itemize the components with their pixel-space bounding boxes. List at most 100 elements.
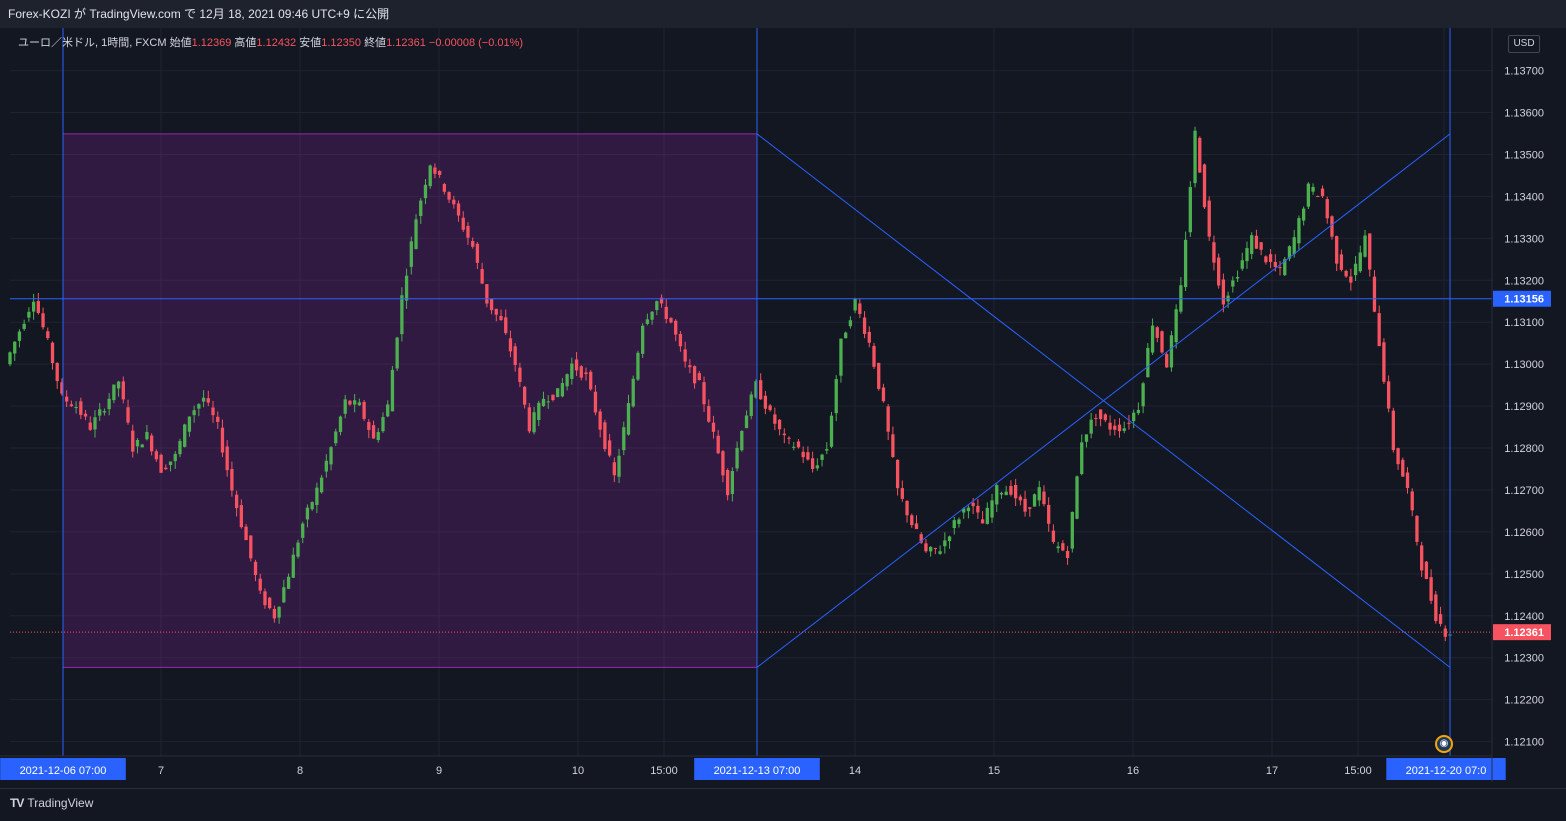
candle-body xyxy=(1188,187,1192,233)
candle-body xyxy=(475,243,480,263)
candle-body xyxy=(947,536,952,542)
candle-body xyxy=(1391,410,1395,451)
candle-body xyxy=(1108,422,1112,430)
candle-body xyxy=(239,505,243,528)
candle-body xyxy=(1221,279,1226,305)
candle-body xyxy=(598,411,602,430)
footer-bar xyxy=(0,788,1566,821)
candle-body xyxy=(1429,577,1433,601)
candle-body xyxy=(74,407,78,409)
globe-icon[interactable]: ◉ xyxy=(1435,735,1453,753)
candle-body xyxy=(1183,239,1188,288)
x-axis-date-badge xyxy=(0,758,126,780)
candle-body xyxy=(905,500,909,516)
candle-body xyxy=(334,431,338,444)
candle-body xyxy=(518,367,522,383)
candle-body xyxy=(532,412,536,433)
candle-body xyxy=(952,520,956,529)
candle-body xyxy=(645,319,650,324)
candle-body xyxy=(825,449,829,451)
candle-body xyxy=(253,561,258,575)
candle-body xyxy=(121,381,125,400)
tradingview-logo[interactable]: TV TradingView xyxy=(10,796,93,810)
candle-body xyxy=(711,422,716,432)
candle-body xyxy=(371,425,376,439)
candle-body xyxy=(480,269,484,284)
candle-body xyxy=(1051,530,1056,542)
publisher-text: Forex-KOZI が TradingView.com で 12月 18, 2… xyxy=(8,7,390,21)
last-price-label: 1.12361 xyxy=(1504,627,1544,639)
candle-body xyxy=(1386,381,1391,409)
candle-body xyxy=(1094,418,1098,420)
candle-body xyxy=(433,167,437,174)
candle-body xyxy=(881,387,886,402)
candle-body xyxy=(258,578,262,591)
candle-body xyxy=(1127,422,1131,424)
candle-body xyxy=(211,407,215,416)
candle-body xyxy=(1405,472,1410,489)
candle-body xyxy=(848,320,853,327)
candle-body xyxy=(641,325,645,354)
candle-body xyxy=(551,394,555,401)
candle-body xyxy=(749,394,753,416)
candle-body xyxy=(338,416,343,433)
candle-body xyxy=(282,587,286,603)
candle-body xyxy=(145,431,149,440)
candle-body xyxy=(1202,164,1207,208)
candle-body xyxy=(17,331,22,341)
candle-body xyxy=(315,487,319,505)
candle-body xyxy=(1136,409,1141,414)
candle-body xyxy=(853,298,857,311)
candle-body xyxy=(839,338,843,376)
candle-body xyxy=(499,315,503,321)
candle-body xyxy=(301,523,305,538)
candle-body xyxy=(669,317,673,323)
candle-body xyxy=(319,477,324,493)
candle-body xyxy=(910,515,914,526)
candle-body xyxy=(404,275,409,301)
candle-body xyxy=(707,406,711,422)
candle-body xyxy=(697,373,701,381)
y-tick-label: 1.12200 xyxy=(1504,695,1544,707)
candle-body xyxy=(1368,233,1372,270)
candle-body xyxy=(1042,491,1046,505)
candle-body xyxy=(216,416,220,422)
candle-body xyxy=(126,407,130,423)
candle-body xyxy=(943,540,947,547)
candle-body xyxy=(8,352,12,365)
x-tick-label: 2021-12-13 07:00 xyxy=(714,765,801,777)
candle-body xyxy=(395,337,399,369)
candle-body xyxy=(159,454,163,473)
symbol-label: ユーロ／米ドル, 1時間, FXCM xyxy=(18,37,167,49)
candle-body xyxy=(1259,242,1263,250)
candle-body xyxy=(98,409,102,416)
candle-body xyxy=(55,362,59,382)
candle-body xyxy=(1254,235,1259,249)
y-tick-label: 1.12900 xyxy=(1504,401,1544,413)
high-label: 高値 xyxy=(234,37,257,49)
candle-body xyxy=(234,494,239,509)
candle-body xyxy=(570,363,574,379)
y-tick-label: 1.12800 xyxy=(1504,443,1544,455)
y-tick-label: 1.13200 xyxy=(1504,275,1544,287)
close-value: 1.12361 xyxy=(386,37,426,49)
candle-body xyxy=(754,381,758,398)
candle-body xyxy=(1028,507,1032,509)
candle-body xyxy=(197,404,201,409)
candle-body xyxy=(1056,546,1060,549)
candle-body xyxy=(834,379,838,414)
candle-body xyxy=(376,432,380,441)
y-tick-label: 1.13300 xyxy=(1504,233,1544,245)
candle-body xyxy=(886,406,890,432)
candlestick-chart[interactable]: 2021-12-06 07:00 7 8 9 10 15:00 2021-12-13 07:… xyxy=(0,28,1566,788)
candle-body xyxy=(65,396,69,402)
candle-body xyxy=(461,217,465,230)
currency-button[interactable]: USD xyxy=(1508,35,1540,53)
candle-body xyxy=(1278,267,1282,269)
candle-body xyxy=(1396,448,1400,465)
candle-body xyxy=(348,400,352,405)
candle-body xyxy=(286,576,291,589)
candle-body xyxy=(1401,459,1405,477)
x-tick-label: 9 xyxy=(436,765,442,777)
candle-body xyxy=(324,460,328,472)
